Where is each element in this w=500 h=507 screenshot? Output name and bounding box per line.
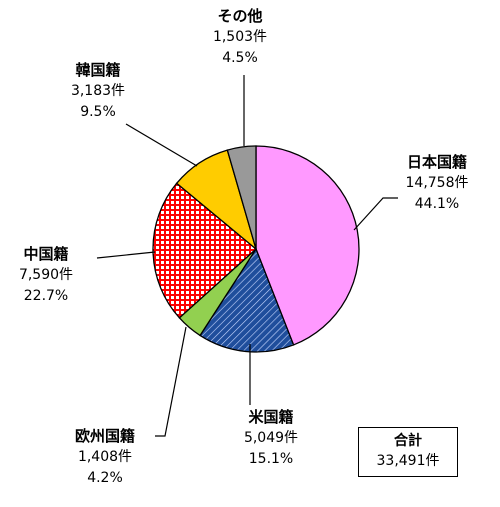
- pie-slice-other: [226, 145, 257, 250]
- slice-percent: 44.1%: [414, 196, 460, 212]
- slice-name: 韓国籍: [75, 61, 121, 79]
- slice-label-china: 中国籍 7,590件 22.7%: [0, 244, 92, 307]
- leader-china: [96, 251, 156, 259]
- slice-percent: 4.5%: [222, 50, 258, 66]
- pie-slice-china: [152, 182, 257, 319]
- slice-percent: 4.2%: [87, 470, 123, 486]
- leader-korea: [125, 123, 198, 167]
- slice-count: 1,408件: [77, 449, 133, 465]
- total-box: 合計 33,491件: [358, 427, 458, 477]
- slice-percent: 9.5%: [80, 104, 116, 120]
- total-label: 合計: [394, 433, 422, 449]
- slice-count: 7,590件: [18, 267, 74, 283]
- slice-percent: 22.7%: [23, 288, 69, 304]
- slice-name: 欧州国籍: [74, 427, 135, 445]
- leader-europe: [155, 326, 187, 437]
- slice-label-europe: 欧州国籍 1,408件 4.2%: [55, 426, 155, 489]
- leader-japan: [353, 197, 398, 231]
- slice-name: 米国籍: [248, 408, 294, 426]
- slice-name: その他: [217, 7, 263, 25]
- slice-name: 中国籍: [23, 245, 69, 263]
- slice-count: 14,758件: [405, 175, 469, 191]
- pie-slice-us: [199, 247, 295, 353]
- slice-label-other: その他 1,503件 4.5%: [190, 6, 290, 69]
- slice-name: 日本国籍: [406, 153, 467, 171]
- slice-label-us: 米国籍 5,049件 15.1%: [226, 407, 316, 470]
- slice-count: 1,503件: [212, 29, 268, 45]
- total-value: 33,491件: [376, 453, 440, 469]
- slice-count: 5,049件: [243, 430, 299, 446]
- slice-percent: 15.1%: [248, 451, 294, 467]
- pie-slice-japan: [255, 145, 360, 346]
- slice-count: 3,183件: [70, 83, 126, 99]
- slice-label-korea: 韓国籍 3,183件 9.5%: [52, 60, 144, 123]
- slice-label-japan: 日本国籍 14,758件 44.1%: [392, 152, 482, 215]
